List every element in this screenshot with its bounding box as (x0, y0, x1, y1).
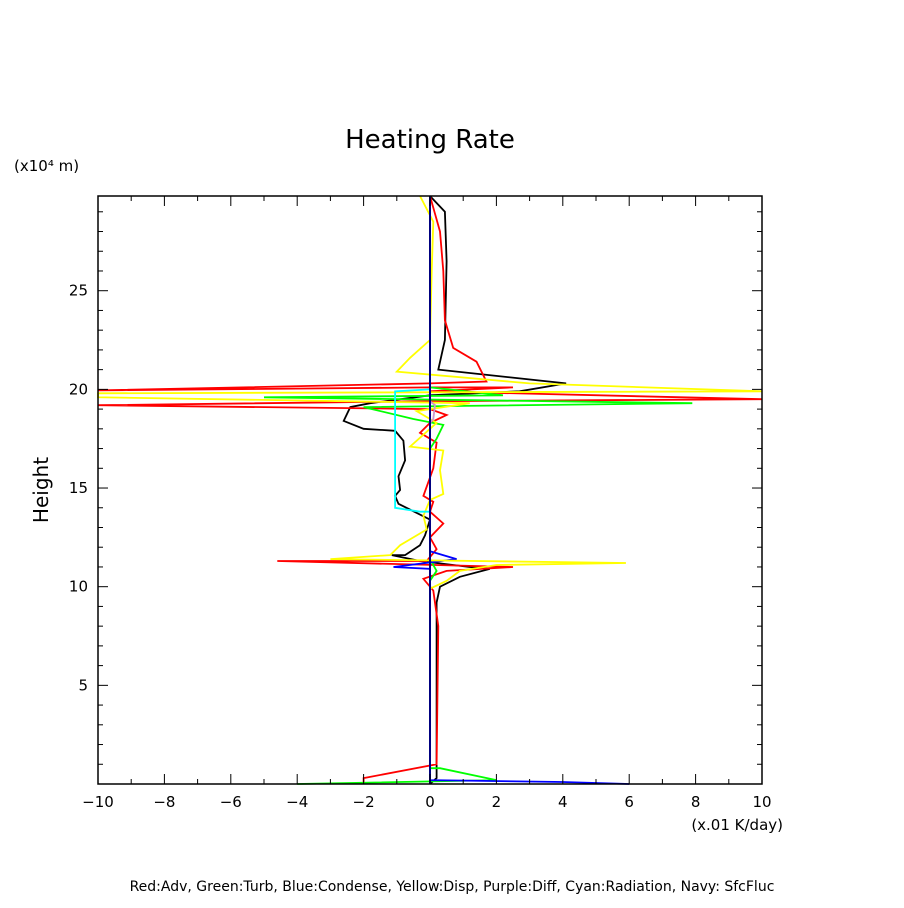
chart-title: Heating Rate (345, 125, 515, 155)
x-tick-label: 4 (558, 793, 568, 811)
x-tick-label: 8 (691, 793, 701, 811)
y-unit-label: (x10⁴ m) (14, 157, 79, 175)
x-tick-label: −8 (153, 793, 175, 811)
y-tick-label: 25 (69, 282, 88, 300)
x-tick-label: 0 (425, 793, 435, 811)
x-tick-label: −2 (353, 793, 375, 811)
y-tick-label: 20 (69, 380, 88, 398)
y-tick-label: 5 (78, 676, 88, 694)
series-line-disp (97, 195, 763, 784)
series-line-diff (429, 400, 436, 424)
x-tick-label: −4 (286, 793, 308, 811)
legend-text: Red:Adv, Green:Turb, Blue:Condense, Yell… (130, 879, 775, 895)
x-tick-label: −6 (220, 793, 242, 811)
y-tick-label: 15 (69, 479, 88, 497)
x-axis-label: (x.01 K/day) (691, 816, 783, 834)
x-tick-label: 6 (624, 793, 634, 811)
series-line-turb (263, 386, 693, 785)
series-line-radiation (394, 388, 431, 513)
y-tick-label: 10 (69, 578, 88, 596)
series-line-total (342, 195, 567, 785)
x-tick-label: 2 (492, 793, 502, 811)
x-tick-label: 10 (752, 793, 771, 811)
series-line-adv (97, 195, 763, 784)
y-axis-label: Height (29, 457, 53, 523)
x-tick-label: −10 (82, 793, 114, 811)
